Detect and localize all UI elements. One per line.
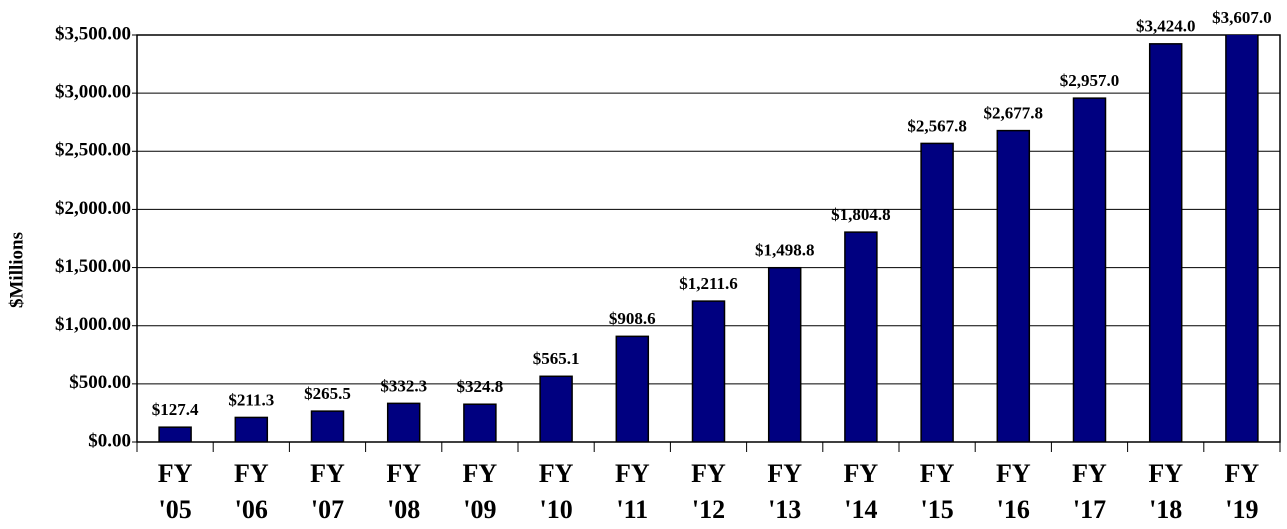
y-tick-label: $0.00 xyxy=(88,430,131,451)
value-label: $2,957.0 xyxy=(1060,71,1120,90)
y-tick-label: $1,500.00 xyxy=(55,256,131,277)
value-label: $211.3 xyxy=(228,390,274,409)
value-label: $265.5 xyxy=(304,384,351,403)
value-label: $2,677.8 xyxy=(984,104,1044,123)
bar xyxy=(1148,43,1183,442)
bar xyxy=(844,231,878,442)
bar xyxy=(539,375,573,442)
bar xyxy=(615,335,650,442)
y-tick-label: $3,000.00 xyxy=(55,82,131,103)
bar xyxy=(996,129,1031,442)
x-tick-label: FY '10 xyxy=(538,459,574,524)
x-tick-label: FY '17 xyxy=(1072,459,1107,524)
bar xyxy=(158,426,192,442)
value-label: $127.4 xyxy=(152,400,199,419)
bars xyxy=(158,35,1259,442)
x-tick-label: FY '07 xyxy=(310,459,345,524)
x-tick-label: FY '14 xyxy=(843,459,879,524)
y-tick-label: $500.00 xyxy=(69,372,131,393)
value-label: $3,607.0 xyxy=(1212,8,1272,27)
y-tick-label: $1,000.00 xyxy=(55,314,131,335)
value-label: $1,498.8 xyxy=(755,241,815,260)
x-tick-label: FY '13 xyxy=(767,459,803,524)
x-tick-label: FY '12 xyxy=(691,459,726,524)
bar xyxy=(767,266,802,442)
bar xyxy=(920,142,954,442)
x-tick-label: FY '15 xyxy=(919,459,955,524)
y-axis-label: $Millions xyxy=(6,232,27,308)
value-label: $332.3 xyxy=(380,376,427,395)
value-label: $908.6 xyxy=(609,309,656,328)
y-tick-label: $2,000.00 xyxy=(55,198,131,219)
bar xyxy=(463,403,497,442)
value-label: $3,424.0 xyxy=(1136,17,1196,36)
value-label: $1,211.6 xyxy=(679,274,738,293)
value-label: $2,567.8 xyxy=(907,116,967,135)
bar xyxy=(691,300,726,442)
y-tick-label: $3,500.00 xyxy=(55,23,131,44)
bar xyxy=(386,402,421,442)
bar xyxy=(310,410,345,442)
value-label: $1,804.8 xyxy=(831,205,891,224)
x-tick-label: FY '05 xyxy=(157,459,193,524)
x-tick-label: FY '08 xyxy=(386,459,422,524)
value-label: $324.8 xyxy=(457,377,504,396)
x-tick-label: FY '19 xyxy=(1224,459,1260,524)
x-tick-label: FY '06 xyxy=(233,459,269,524)
x-tick-label: FY '09 xyxy=(462,459,498,524)
bar xyxy=(234,416,269,442)
x-tick-label: FY '16 xyxy=(995,459,1031,524)
y-tick-label: $2,500.00 xyxy=(55,140,131,161)
bar xyxy=(1225,35,1259,442)
value-label: $565.1 xyxy=(533,349,580,368)
x-tick-label: FY '18 xyxy=(1148,459,1184,524)
x-tick-label: FY '11 xyxy=(614,459,650,524)
bar xyxy=(1072,97,1107,442)
